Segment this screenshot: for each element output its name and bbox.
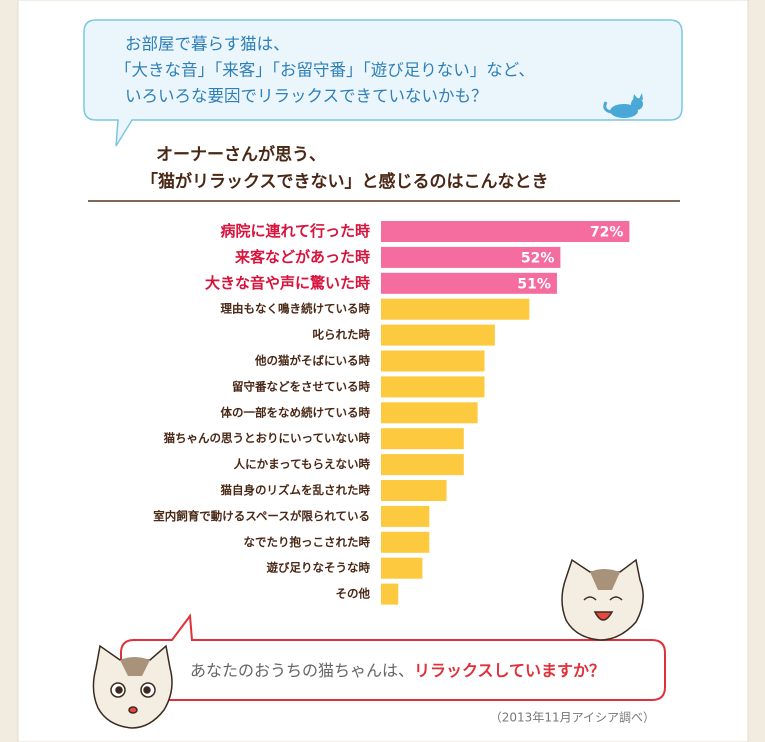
category-label: 人にかまってもらえない時 (234, 457, 371, 471)
question: あなたのおうちの猫ちゃんは、リラックスしていますか？ (190, 661, 605, 680)
question-bubble (120, 613, 666, 701)
category-label: 室内飼育で動けるスペースが限られている (153, 509, 370, 523)
category-label: 理由もなく鳴き続けている時 (221, 302, 371, 316)
category-label: 遊び足りなそうな時 (267, 561, 371, 575)
category-label: なでたり抱っこされた時 (244, 535, 371, 549)
category-label: 大きな音や声に驚いた時 (205, 274, 370, 292)
bar (381, 246, 561, 268)
bar (381, 557, 423, 579)
category-label: その他 (336, 587, 371, 601)
cat-illustration (561, 558, 644, 641)
cat-illustration (92, 644, 173, 729)
bar (381, 480, 447, 501)
bar-chart: 病院に連れて行った時 72% 来客などがあった時 52% 大きな音や声に驚いた時 51% 理… (153, 221, 630, 605)
question-emphasis: リラックスしていますか？ (414, 661, 605, 680)
cat-silhouette (603, 93, 643, 118)
bubble-line: 「大きな音」「来客」「お留守番」「遊び足りない」など、 (115, 61, 535, 80)
bar (381, 531, 430, 553)
category-label: 留守番などをさせている時 (232, 379, 370, 393)
value-label: 52% (521, 250, 555, 266)
bar (381, 454, 464, 476)
bar (381, 272, 557, 294)
chart-title: 「猫がリラックスできない」と感じるのはこんなとき (141, 171, 549, 192)
bubble-line: お部屋で暮らす猫は、 (125, 35, 290, 54)
value-label: 72% (590, 225, 624, 241)
category-label: 他の猫がそばにいる時 (254, 354, 370, 368)
bar (381, 350, 485, 372)
speech-bubble-text: お部屋で暮らす猫は、 「大きな音」「来客」「お留守番」「遊び足りない」など、 い… (115, 35, 535, 106)
bar (381, 221, 630, 242)
source: （2013年11月アイシア調べ） (490, 711, 655, 725)
question-lead: あなたのおうちの猫ちゃんは、 (190, 661, 414, 680)
bar (381, 376, 485, 398)
bar (381, 298, 530, 320)
bar (381, 583, 399, 605)
bar (381, 505, 430, 527)
bar (381, 402, 478, 424)
category-label: 猫ちゃんの思うとおりにいっていない時 (164, 431, 371, 445)
category-label: 猫自身のリズムを乱された時 (221, 483, 371, 497)
category-label: 体の一部をなめ続けている時 (221, 405, 371, 419)
bar (381, 428, 464, 450)
category-label: 叱られた時 (313, 328, 371, 342)
value-label: 51% (517, 276, 551, 292)
category-label: 来客などがあった時 (234, 248, 370, 266)
category-label: 病院に連れて行った時 (220, 222, 370, 240)
speech-bubble (83, 19, 683, 147)
bubble-line: いろいろな要因でリラックスできていないかも？ (125, 87, 488, 106)
chart-title: オーナーさんが思う、 (156, 144, 326, 165)
bar (381, 324, 495, 346)
